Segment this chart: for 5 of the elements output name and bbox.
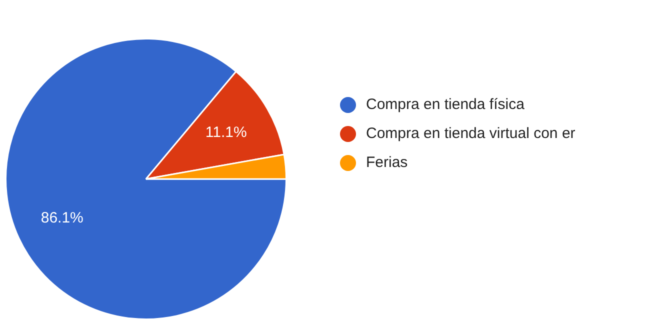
legend-label: Ferias xyxy=(366,154,408,171)
data-label: 86.1% xyxy=(40,209,84,226)
data-label: 11.1% xyxy=(205,124,247,141)
legend-label: Compra en tienda virtual con er xyxy=(366,125,576,142)
legend-label: Compra en tienda física xyxy=(366,96,524,113)
